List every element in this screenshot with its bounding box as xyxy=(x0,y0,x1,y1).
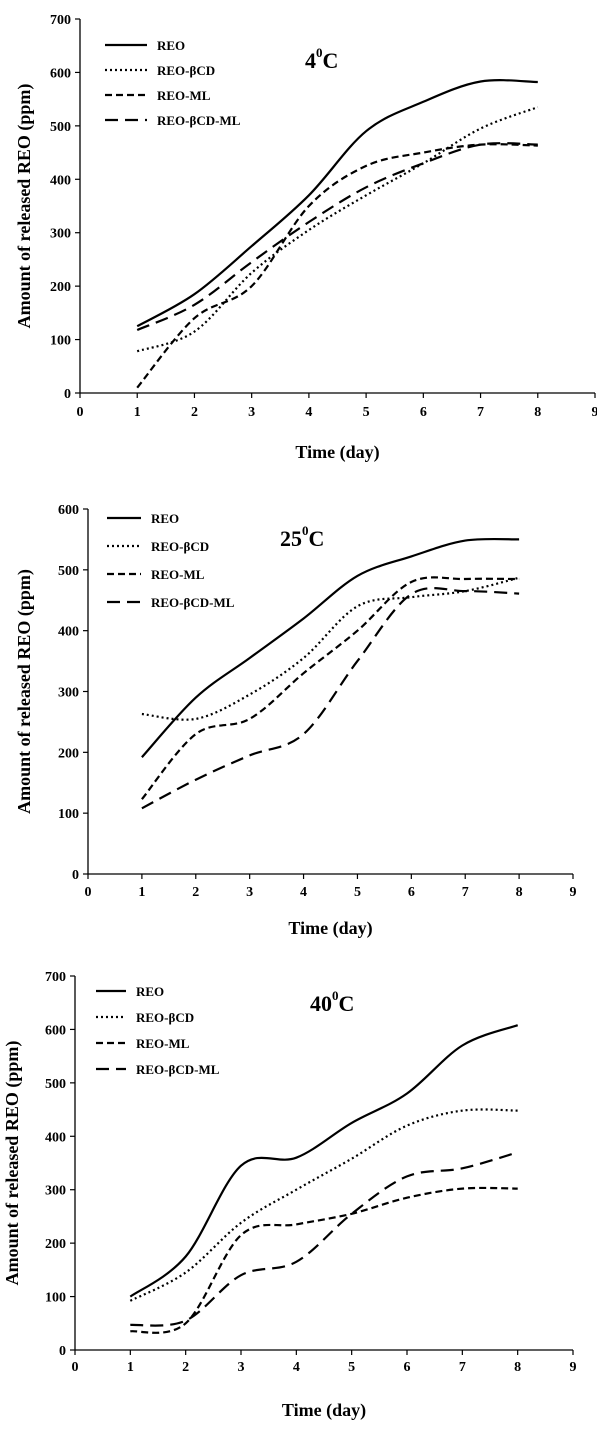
x-tick-label: 2 xyxy=(191,405,198,420)
chart-panel-25c: 0 100 200 300 400 500 600 0 1 2 3 4 5 6 7 8 9 Time (day) A… xyxy=(0,476,597,946)
x-tick-label: 2 xyxy=(192,885,199,900)
y-axis-title: Amount of released REO (ppm) xyxy=(14,569,35,814)
x-tick-label: 8 xyxy=(514,1360,521,1375)
x-tick-label: 6 xyxy=(420,405,427,420)
y-tick-label: 0 xyxy=(59,1344,66,1359)
x-tick-label: 3 xyxy=(248,405,255,420)
x-tick-label: 9 xyxy=(570,885,577,900)
y-tick-label: 100 xyxy=(50,334,71,349)
y-tick-label: 0 xyxy=(64,387,71,402)
legend-label: REO-βCD-ML xyxy=(151,595,235,610)
y-tick-label: 0 xyxy=(72,868,79,883)
legend-label: REO xyxy=(151,511,179,526)
y-tick-label: 200 xyxy=(58,746,79,761)
y-axis-title: Amount of released REO (ppm) xyxy=(14,84,35,329)
x-tick-label: 6 xyxy=(404,1360,411,1375)
legend-label: REO-βCD xyxy=(157,63,215,78)
series-line-reo-cd-ml xyxy=(141,587,520,810)
y-tick-label: 500 xyxy=(58,564,79,579)
chart-panel-4c: 0 100 200 300 400 500 600 700 0 1 2 3 4 5 6 7 8 9 Time (da… xyxy=(0,0,597,476)
series-line-reo-cd xyxy=(129,1108,518,1302)
legend-label: REO-βCD-ML xyxy=(157,113,241,128)
y-tick-label: 200 xyxy=(45,1237,66,1252)
chart-4c: 0 100 200 300 400 500 600 700 0 1 2 3 4 5 6 7 8 9 Time (da… xyxy=(14,13,597,463)
chart-panel-40c: 0 100 200 300 400 500 600 700 0 1 2 3 4 5 6 7 8 9 Time (da… xyxy=(0,946,597,1430)
x-tick-label: 4 xyxy=(293,1360,300,1375)
y-tick-label: 300 xyxy=(45,1184,66,1199)
x-tick-label: 9 xyxy=(592,405,597,420)
temperature-label: 40C xyxy=(305,45,338,73)
y-tick-label: 300 xyxy=(50,227,71,242)
series-line-reo-cd xyxy=(136,106,539,353)
chart-25c: 0 100 200 300 400 500 600 0 1 2 3 4 5 6 7 8 9 Time (day) A… xyxy=(14,503,577,939)
y-tick-label: 700 xyxy=(45,970,66,985)
series-line-reo xyxy=(129,1024,519,1298)
series-line-reo xyxy=(141,537,520,758)
legend-label: REO xyxy=(136,984,164,999)
y-axis-title: Amount of released REO (ppm) xyxy=(2,1041,23,1286)
x-tick-label: 3 xyxy=(246,885,253,900)
y-tick-label: 600 xyxy=(45,1023,66,1038)
x-tick-label: 7 xyxy=(459,1360,466,1375)
x-tick-label: 5 xyxy=(348,1360,355,1375)
y-tick-label: 400 xyxy=(45,1130,66,1145)
series-line-reo-ml xyxy=(141,576,520,800)
series-line-reo-ml xyxy=(136,143,538,389)
x-tick-label: 7 xyxy=(462,885,469,900)
x-tick-label: 9 xyxy=(570,1360,577,1375)
legend-label: REO-ML xyxy=(151,567,205,582)
y-tick-label: 500 xyxy=(50,120,71,135)
x-tick-label: 1 xyxy=(127,1360,134,1375)
y-tick-label: 300 xyxy=(58,686,79,701)
legend-label: REO-βCD xyxy=(136,1010,194,1025)
legend-label: REO-βCD-ML xyxy=(136,1062,220,1077)
legend-label: REO-ML xyxy=(157,88,211,103)
x-tick-label: 5 xyxy=(354,885,361,900)
legend-label: REO xyxy=(157,38,185,53)
x-tick-label: 0 xyxy=(85,885,92,900)
x-tick-label: 1 xyxy=(134,405,141,420)
y-tick-label: 700 xyxy=(50,13,71,28)
y-tick-label: 400 xyxy=(50,173,71,188)
y-tick-label: 100 xyxy=(45,1291,66,1306)
x-tick-label: 6 xyxy=(408,885,415,900)
x-tick-label: 4 xyxy=(300,885,307,900)
x-tick-label: 5 xyxy=(363,405,370,420)
x-axis-title: Time (day) xyxy=(295,442,379,463)
chart-40c: 0 100 200 300 400 500 600 700 0 1 2 3 4 5 6 7 8 9 Time (da… xyxy=(2,970,577,1421)
series-line-reo-cd-ml xyxy=(130,1151,519,1327)
x-tick-label: 7 xyxy=(477,405,484,420)
legend-label: REO-ML xyxy=(136,1036,190,1051)
legend-label: REO-βCD xyxy=(151,539,209,554)
x-tick-label: 1 xyxy=(138,885,145,900)
series-line-reo xyxy=(136,79,538,328)
y-tick-label: 600 xyxy=(58,503,79,518)
temperature-label: 400C xyxy=(310,988,354,1016)
x-tick-label: 8 xyxy=(516,885,523,900)
x-tick-label: 3 xyxy=(238,1360,245,1375)
x-tick-label: 0 xyxy=(72,1360,79,1375)
y-tick-label: 200 xyxy=(50,280,71,295)
y-tick-label: 500 xyxy=(45,1077,66,1092)
x-tick-label: 0 xyxy=(77,405,84,420)
x-tick-label: 4 xyxy=(305,405,312,420)
series-line-reo-cd-ml xyxy=(136,142,538,332)
temperature-label: 250C xyxy=(280,523,324,551)
y-tick-label: 100 xyxy=(58,807,79,822)
x-axis-title: Time (day) xyxy=(282,1400,366,1421)
x-axis-title: Time (day) xyxy=(288,918,372,939)
x-tick-label: 2 xyxy=(182,1360,189,1375)
x-tick-label: 8 xyxy=(534,405,541,420)
series-line-reo-ml xyxy=(130,1186,518,1334)
y-tick-label: 400 xyxy=(58,625,79,640)
y-tick-label: 600 xyxy=(50,66,71,81)
series-line-reo-cd xyxy=(141,576,520,721)
